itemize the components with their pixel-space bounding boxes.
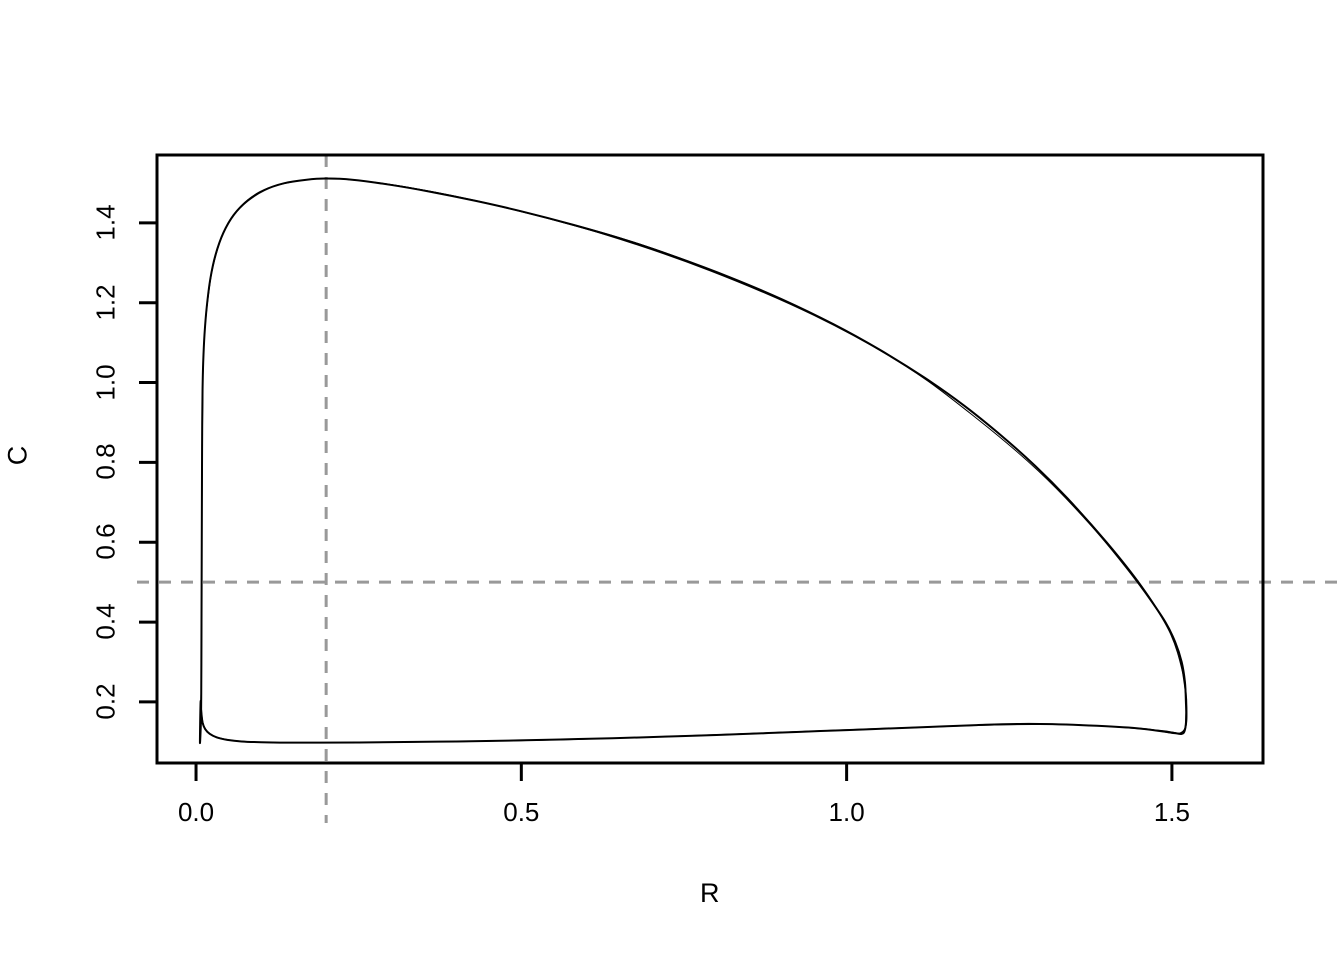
y-tick-label: 1.0 <box>90 363 121 401</box>
x-tick-label: 1.5 <box>1153 797 1190 827</box>
plot-frame <box>155 153 1265 765</box>
y-tick-label: 0.6 <box>90 523 121 560</box>
x-tick-label: 1.0 <box>828 797 865 827</box>
axis-ticks <box>139 221 1174 781</box>
y-tick-label: 1.4 <box>90 204 121 241</box>
reference-lines <box>137 155 1344 823</box>
y-tick-label: 1.2 <box>90 284 121 321</box>
y-tick-label: 0.2 <box>90 683 121 720</box>
data-series-group <box>198 177 1188 745</box>
x-tick-label: 0.0 <box>177 797 215 827</box>
y-tick-label: 0.4 <box>90 603 121 640</box>
limit-cycle-orbit-overlay-b <box>199 177 1188 744</box>
y-tick-label: 0.8 <box>90 443 121 480</box>
x-tick-label: 0.5 <box>503 797 540 827</box>
y-axis-title: C <box>2 445 33 466</box>
x-axis-title: R <box>700 878 720 908</box>
